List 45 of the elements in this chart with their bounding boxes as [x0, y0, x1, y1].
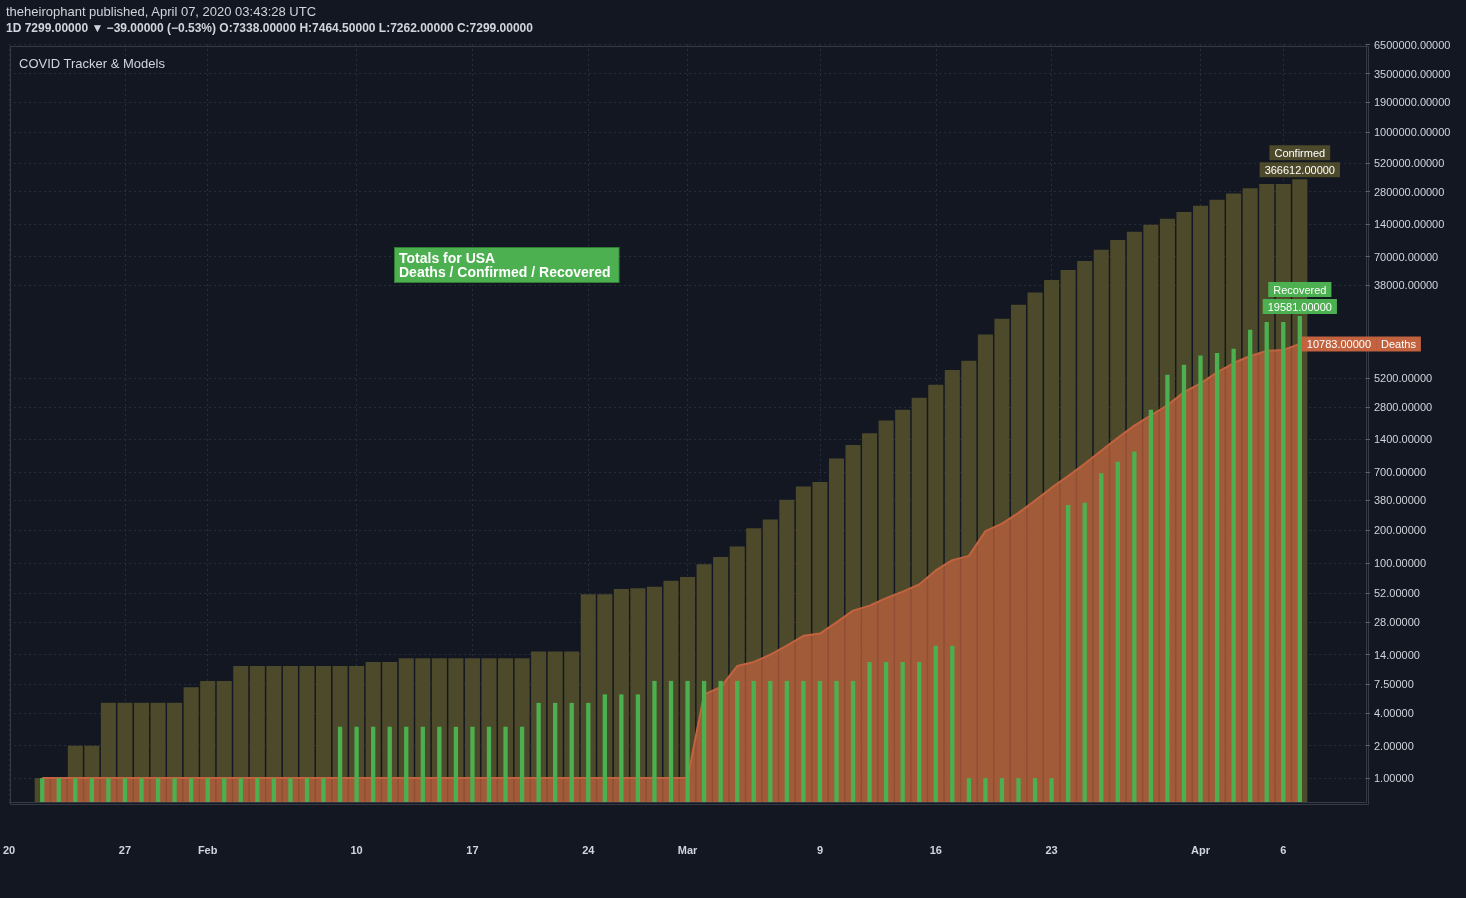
data-label: 366612.00000: [1264, 163, 1335, 176]
x-tick-label: Mar: [677, 843, 699, 856]
x-tick-label: 27: [118, 843, 132, 856]
y-tick-label: 100.00000: [1374, 556, 1426, 569]
y-tick-label: 1400.00000: [1374, 433, 1433, 446]
y-tick-label: 6500000.00000: [1374, 38, 1451, 51]
y-tick-label: 4.00000: [1374, 707, 1414, 720]
x-tick-label: 23: [1045, 843, 1058, 856]
text: Recovered: [1273, 283, 1327, 296]
x-tick-label: 10: [350, 843, 363, 856]
text: Confirmed: [1274, 146, 1326, 159]
y-tick-label: 1.00000: [1374, 772, 1414, 785]
y-tick-label: 14.00000: [1374, 648, 1420, 661]
y-tick-label: 3500000.00000: [1374, 67, 1451, 80]
text: theheirophant published, April 07, 2020 03:43:28 UTC: [6, 4, 317, 19]
y-tick-label: 1000000.00000: [1374, 126, 1451, 139]
x-tick-label: 9: [816, 843, 823, 856]
data-label: 10783.00000: [1306, 338, 1372, 350]
y-tick-label: 2.00000: [1374, 739, 1414, 752]
y-tick-label: 200.00000: [1374, 524, 1426, 537]
y-tick-label: 1900000.00000: [1374, 96, 1451, 109]
x-tick-label: Apr: [1191, 843, 1211, 856]
y-tick-label: 70000.00000: [1374, 250, 1439, 263]
annotation: Totals for USA Deaths / Confirmed / Recovered: [399, 250, 611, 280]
data-label: 19581.00000: [1267, 300, 1332, 313]
x-tick-label: 20: [2, 843, 16, 856]
y-tick-label: 700.00000: [1374, 465, 1426, 478]
x-tick-label: 17: [466, 843, 479, 856]
x-tick-label: Feb: [197, 843, 218, 856]
y-tick-label: 28.00000: [1374, 616, 1420, 629]
y-tick-label: 7.50000: [1374, 677, 1414, 690]
y-tick-label: 2800.00000: [1374, 401, 1433, 414]
y-tick-label: 140000.00000: [1374, 218, 1445, 231]
y-tick-label: 38000.00000: [1374, 279, 1439, 292]
x-tick-label: 6: [1280, 843, 1287, 856]
y-tick-label: 380.00000: [1374, 494, 1426, 507]
x-tick-label: 16: [929, 843, 942, 856]
text: Deaths: [1381, 338, 1417, 350]
y-tick-label: 5200.00000: [1374, 372, 1433, 385]
y-tick-label: 52.00000: [1374, 587, 1420, 600]
y-tick-label: 280000.00000: [1374, 185, 1445, 198]
y-tick-label: 520000.00000: [1374, 156, 1445, 169]
x-tick-label: 24: [582, 843, 596, 856]
text: 1D 7299.00000 ▼ −39.00000 (−0.53%) O:7338.00000 H:7464.50000 L:7262.00000 C:7299.00000: [6, 21, 534, 35]
text: COVID Tracker & Models: [19, 56, 166, 71]
